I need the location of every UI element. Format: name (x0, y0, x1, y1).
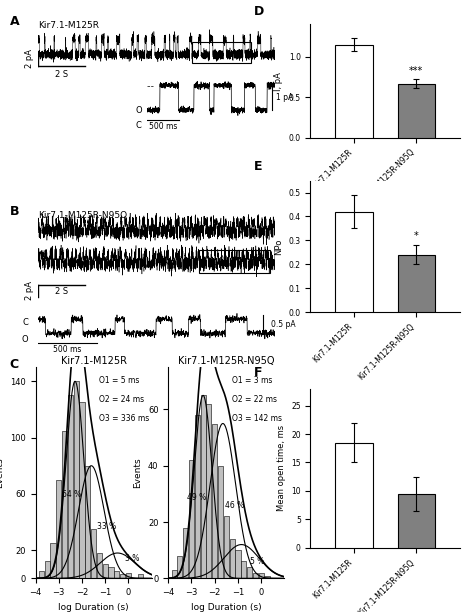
Bar (253, 573, 258, 578)
Text: O1 = 5 ms: O1 = 5 ms (100, 376, 140, 385)
Text: O3 = 336 ms: O3 = 336 ms (100, 414, 150, 423)
Bar (62, 431, 67, 578)
Bar (114, 572, 119, 578)
Text: 64 %: 64 % (62, 490, 82, 499)
Bar (247, 567, 252, 578)
Bar (91, 529, 96, 578)
Text: O3 = 142 ms: O3 = 142 ms (232, 414, 282, 423)
Text: O2 = 22 ms: O2 = 22 ms (232, 395, 277, 404)
Text: O: O (22, 335, 28, 344)
Bar (126, 573, 131, 578)
Bar (50, 543, 55, 578)
Bar (45, 561, 50, 578)
Bar (120, 574, 125, 578)
Title: Kir7.1-M125R-N95Q: Kir7.1-M125R-N95Q (178, 356, 274, 367)
Text: O: O (135, 106, 142, 116)
Text: 2 pA: 2 pA (26, 49, 34, 68)
Bar (97, 553, 102, 578)
Y-axis label: I, pA: I, pA (274, 72, 283, 91)
Bar (68, 395, 73, 578)
Text: F: F (254, 366, 262, 379)
Bar (398, 494, 435, 548)
Bar (201, 395, 206, 578)
Text: 2 S: 2 S (55, 70, 68, 78)
Bar (241, 561, 246, 578)
Text: 49 %: 49 % (187, 493, 206, 501)
Text: 1 pA: 1 pA (276, 93, 293, 102)
Bar (336, 212, 373, 312)
Bar (109, 567, 114, 578)
X-axis label: log Duration (s): log Duration (s) (191, 603, 262, 611)
Text: 2 pA: 2 pA (26, 281, 34, 300)
Bar (195, 415, 200, 578)
Text: *: * (414, 231, 419, 241)
Bar (103, 564, 108, 578)
Text: C: C (23, 318, 28, 327)
Bar (39, 572, 44, 578)
Text: 5 %: 5 % (249, 558, 264, 566)
Text: Kir7.1-M125R-N95Q: Kir7.1-M125R-N95Q (38, 211, 127, 220)
Bar (224, 517, 229, 578)
Text: B: B (9, 205, 19, 218)
Bar (336, 45, 373, 138)
Text: C: C (9, 358, 18, 371)
Y-axis label: Events: Events (133, 457, 142, 488)
Text: O2 = 24 ms: O2 = 24 ms (100, 395, 145, 404)
Bar (212, 424, 217, 578)
Text: 500 ms: 500 ms (149, 122, 177, 132)
Bar (259, 573, 264, 578)
Text: ***: *** (409, 66, 423, 76)
Bar (206, 404, 211, 578)
Y-axis label: Mean open time, ms: Mean open time, ms (276, 425, 285, 511)
Text: D: D (254, 6, 264, 18)
Bar (218, 466, 223, 578)
Text: 0.5 pA: 0.5 pA (271, 320, 296, 329)
Text: C: C (136, 121, 142, 130)
Bar (229, 539, 235, 578)
Text: O1 = 3 ms: O1 = 3 ms (232, 376, 273, 385)
X-axis label: log Duration (s): log Duration (s) (58, 603, 129, 611)
Bar (189, 460, 194, 578)
Bar (398, 255, 435, 312)
Bar (183, 528, 188, 578)
Bar (398, 83, 435, 138)
Text: A: A (9, 15, 19, 28)
Bar (192, 42, 251, 62)
Bar (56, 480, 61, 578)
Text: 46 %: 46 % (225, 501, 245, 510)
Bar (236, 550, 240, 578)
Text: 33 %: 33 % (97, 522, 116, 531)
Bar (199, 250, 270, 273)
Bar (137, 574, 143, 578)
Text: E: E (254, 160, 262, 173)
Text: Kir7.1-M125R: Kir7.1-M125R (38, 21, 99, 31)
Bar (172, 570, 177, 578)
Text: 3 %: 3 % (125, 554, 139, 564)
Bar (336, 442, 373, 548)
Text: 500 ms: 500 ms (54, 345, 82, 354)
Y-axis label: NPo: NPo (274, 238, 283, 255)
Text: 2 S: 2 S (55, 287, 68, 296)
Bar (177, 556, 182, 578)
Bar (85, 466, 91, 578)
Y-axis label: Events: Events (0, 457, 5, 488)
Bar (264, 575, 270, 578)
Title: Kir7.1-M125R: Kir7.1-M125R (61, 356, 127, 367)
Bar (73, 381, 79, 578)
Bar (80, 403, 84, 578)
